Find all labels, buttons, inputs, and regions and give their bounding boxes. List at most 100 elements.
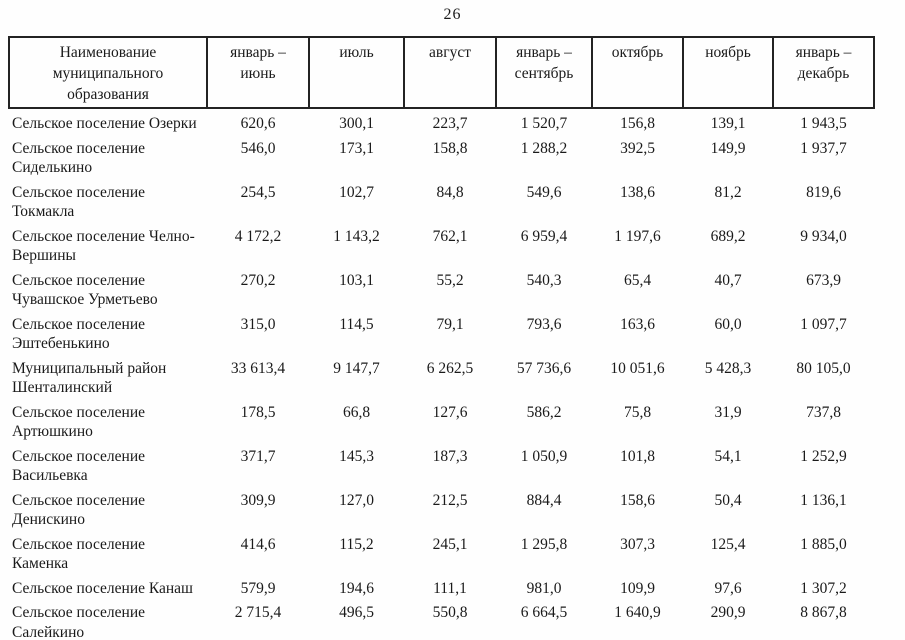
value-cell: 819,6 [806,183,841,201]
value-cell: 290,9 [710,604,746,621]
value-cell: 673,9 [806,271,841,289]
value-cell: 1 885,0 [800,535,847,553]
value-cell: 114,5 [339,315,374,333]
column-header-jul: июль [308,36,405,109]
value-cell: 33 613,4 [230,359,286,377]
value-cell: 1 943,5 [800,115,847,132]
value-cell: 55,2 [436,271,464,289]
value-cell: 173,1 [339,139,374,157]
table-row: Сельское поселение Салейкино 2 715,4 496… [9,600,874,640]
value-cell: 549,6 [526,183,562,201]
value-cell: 270,2 [240,271,276,289]
value-cell: 1 097,7 [800,315,847,333]
value-cell: 103,1 [339,271,374,289]
value-cell: 212,5 [432,491,468,509]
value-cell: 1 197,6 [614,227,661,245]
value-cell: 5 428,3 [704,359,752,377]
value-cell: 6 262,5 [426,359,474,377]
municipality-name-cell: Сельское поселение Каменка [12,535,145,573]
value-cell: 586,2 [526,403,562,421]
value-cell: 127,0 [339,491,374,509]
value-cell: 315,0 [240,315,276,333]
table-row: Сельское поселение Сиделькино 546,0 173,… [9,136,874,180]
value-cell: 4 172,2 [234,227,282,245]
value-cell: 111,1 [433,579,467,597]
value-cell: 115,2 [339,535,374,553]
value-cell: 300,1 [339,115,374,132]
value-cell: 194,6 [339,579,374,597]
value-cell: 1 295,8 [520,535,568,553]
value-cell: 1 640,9 [614,604,661,621]
value-cell: 620,6 [240,115,276,132]
municipality-name-cell: Сельское поселение Васильевка [12,447,145,485]
value-cell: 139,1 [710,115,746,132]
value-cell: 9 147,7 [333,359,380,377]
municipality-name-cell: Сельское поселение Чувашское Урметьево [12,271,158,309]
page-number: 26 [443,6,462,23]
value-cell: 1 050,9 [520,447,568,465]
report-table: Наименование муниципального образования … [8,36,875,640]
value-cell: 2 715,4 [234,604,282,621]
value-cell: 884,4 [526,491,562,509]
value-cell: 1 252,9 [800,447,847,465]
value-cell: 6 664,5 [520,604,568,621]
value-cell: 1 136,1 [800,491,847,509]
column-header-jan-sep: январь – сентябрь [495,36,593,109]
municipality-name-cell: Сельское поселение Озерки [12,115,197,132]
value-cell: 75,8 [623,403,652,421]
value-cell: 223,7 [432,115,468,132]
value-cell: 579,9 [240,579,276,597]
value-cell: 309,9 [240,491,276,509]
municipality-name-cell: Сельское поселение Салейкино [12,604,145,640]
header-row: Наименование муниципального образования … [8,36,875,109]
municipality-name-cell: Сельское поселение Артюшкино [12,403,145,441]
table-row: Сельское поселение Артюшкино 178,5 66,8 … [9,400,874,444]
column-header-nov: ноябрь [682,36,774,109]
value-cell: 149,9 [710,139,746,157]
value-cell: 125,4 [710,535,746,553]
municipality-name-cell: Муниципальный район Шенталинский [12,359,167,397]
table-row: Сельское поселение Токмакла 254,5 102,7 … [9,180,874,224]
value-cell: 178,5 [240,403,276,421]
value-cell: 60,0 [714,315,742,333]
column-header-name: Наименование муниципального образования [8,36,208,109]
value-cell: 546,0 [240,139,276,157]
column-header-jan-jun: январь – июнь [206,36,310,109]
value-cell: 84,8 [436,183,464,201]
value-cell: 540,3 [526,271,562,289]
value-cell: 9 934,0 [800,227,847,245]
table-row: Сельское поселение Чувашское Урметьево 2… [9,268,874,312]
value-cell: 54,1 [714,447,742,465]
value-cell: 127,6 [432,403,468,421]
municipality-name-cell: Сельское поселение Сиделькино [12,139,145,177]
value-cell: 109,9 [620,579,655,597]
value-cell: 158,8 [432,139,468,157]
value-cell: 689,2 [710,227,746,245]
municipality-name-cell: Сельское поселение Канаш [12,579,193,597]
value-cell: 254,5 [240,183,276,201]
value-cell: 97,6 [714,579,742,597]
value-cell: 57 736,6 [516,359,572,377]
table-body: Сельское поселение Озерки 620,6 300,1 22… [9,108,874,640]
value-cell: 80 105,0 [796,359,851,377]
value-cell: 163,6 [620,315,655,333]
value-cell: 737,8 [806,403,841,421]
table-row: Сельское поселение Челно-Вершины 4 172,2… [9,224,874,268]
municipality-name-cell: Сельское поселение Денискино [12,491,145,529]
value-cell: 65,4 [623,271,652,289]
value-cell: 138,6 [620,183,655,201]
municipality-name-cell: Сельское поселение Челно-Вершины [12,227,195,265]
value-cell: 81,2 [714,183,742,201]
table-row: Сельское поселение Озерки 620,6 300,1 22… [9,108,874,136]
table-row: Сельское поселение Каменка 414,6 115,2 2… [9,532,874,576]
value-cell: 10 051,6 [610,359,665,377]
value-cell: 66,8 [342,403,371,421]
value-cell: 793,6 [526,315,562,333]
table-row: Сельское поселение Эштебенькино 315,0 11… [9,312,874,356]
value-cell: 1 143,2 [333,227,380,245]
value-cell: 156,8 [620,115,655,132]
value-cell: 40,7 [714,271,742,289]
value-cell: 981,0 [526,579,562,597]
value-cell: 101,8 [620,447,655,465]
value-cell: 50,4 [714,491,742,509]
